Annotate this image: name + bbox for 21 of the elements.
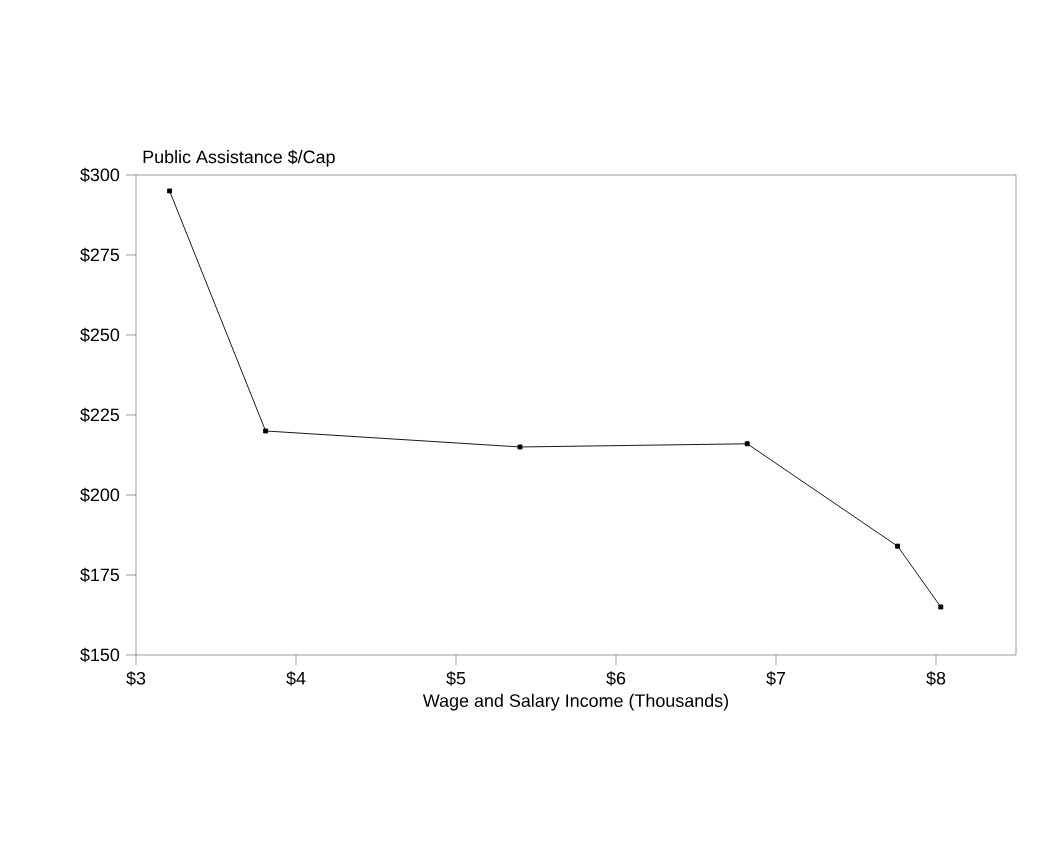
x-tick-label: $5 bbox=[446, 671, 466, 686]
point bbox=[517, 444, 523, 450]
y-tick-label: $225 bbox=[80, 407, 120, 423]
point bbox=[263, 428, 269, 434]
x-tick-label: $7 bbox=[766, 671, 786, 686]
point bbox=[744, 441, 750, 447]
point bbox=[938, 604, 944, 610]
x-tick-label: $3 bbox=[126, 671, 146, 686]
x-tick-label: $4 bbox=[286, 671, 306, 686]
y-tick-label: $200 bbox=[80, 487, 120, 503]
y-tick-label: $250 bbox=[80, 327, 120, 343]
x-tick-label: $8 bbox=[926, 671, 946, 686]
point bbox=[895, 543, 901, 549]
x-tick-label: $6 bbox=[606, 671, 626, 686]
point bbox=[167, 188, 173, 194]
y-tick-label: $300 bbox=[80, 167, 120, 183]
y-tick-label: $150 bbox=[80, 647, 120, 663]
x-axis-title: Wage and Salary Income (Thousands) bbox=[422, 693, 729, 711]
y-axis-title: Public Assistance $/Cap bbox=[143, 149, 335, 167]
y-tick-label: $275 bbox=[80, 247, 120, 263]
y-tick-label: $175 bbox=[80, 567, 120, 583]
